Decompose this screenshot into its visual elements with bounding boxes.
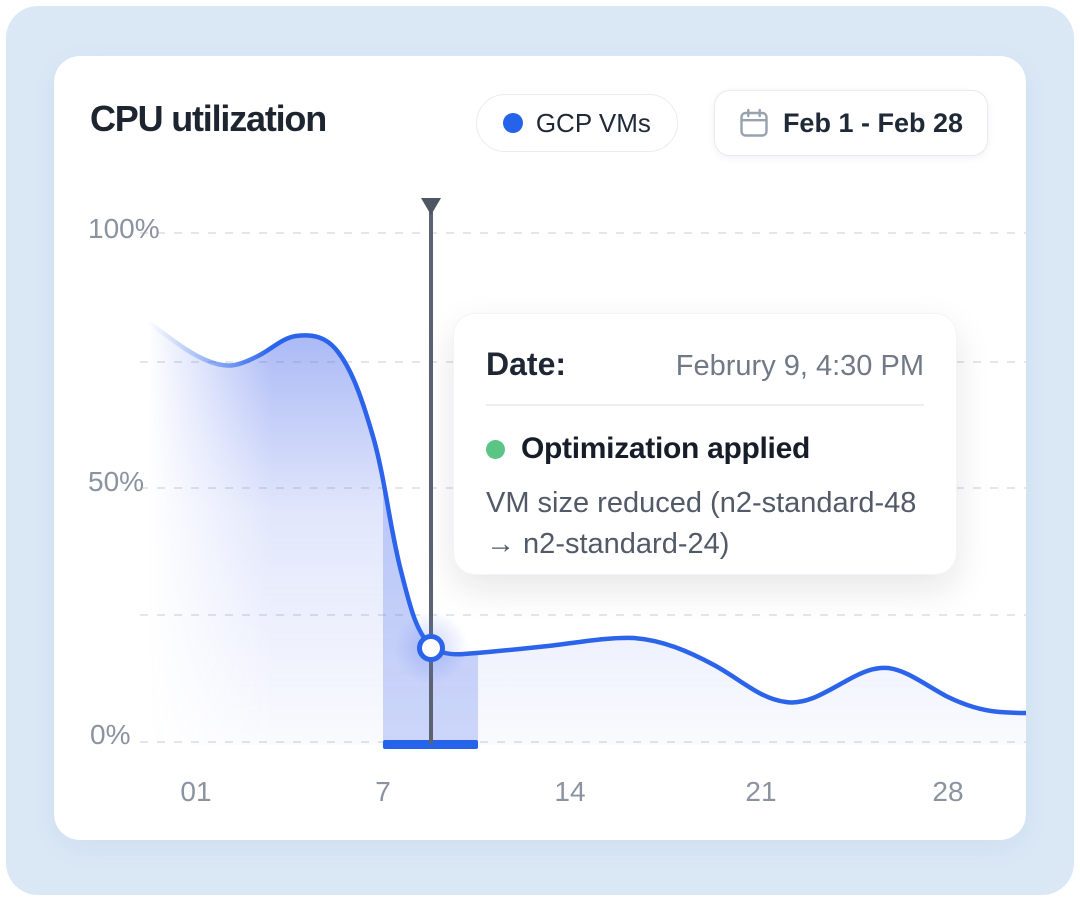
cpu-utilization-card: CPU utilization GCP VMs Feb 1 - Feb 28	[54, 56, 1026, 840]
tooltip-event-row: Optimization applied	[486, 432, 924, 466]
tooltip-date-value: Februry 9, 4:30 PM	[675, 350, 924, 382]
tooltip-date-label: Date:	[486, 346, 567, 382]
date-range-button[interactable]: Feb 1 - Feb 28	[713, 90, 988, 156]
tooltip-divider	[486, 404, 924, 406]
utilization-line	[145, 319, 1026, 716]
selection-bar	[383, 740, 478, 749]
event-status-dot-icon	[486, 439, 505, 459]
header-controls: GCP VMs Feb 1 - Feb 28	[475, 90, 988, 156]
date-range-label: Feb 1 - Feb 28	[782, 107, 963, 138]
x-axis-label-1: 01	[180, 776, 211, 807]
calendar-icon	[740, 108, 768, 137]
marker-handle[interactable]	[417, 634, 445, 662]
legend-label: GCP VMs	[535, 107, 651, 138]
x-axis-label-21: 21	[745, 776, 776, 807]
legend-pill-gcp-vms[interactable]: GCP VMs	[475, 94, 678, 152]
y-axis-label-50: 50%	[88, 466, 144, 497]
page-title: CPU utilization	[90, 98, 327, 139]
x-axis-label-7: 7	[375, 776, 391, 807]
x-axis-label-28: 28	[932, 776, 963, 807]
tooltip-event-title: Optimization applied	[521, 432, 811, 465]
app-background: CPU utilization GCP VMs Feb 1 - Feb 28	[6, 6, 1074, 895]
chart-tooltip: Date: Februry 9, 4:30 PM Optimization ap…	[453, 313, 957, 575]
legend-dot-icon	[502, 113, 523, 133]
y-axis-label-0: 0%	[90, 719, 130, 750]
marker-triangle-icon	[421, 198, 441, 215]
x-axis-label-14: 14	[554, 776, 585, 807]
tooltip-date-row: Date: Februry 9, 4:30 PM	[486, 340, 924, 383]
y-axis-label-100: 100%	[88, 213, 160, 244]
tooltip-event-description: VM size reduced (n2-standard-48 → n2-sta…	[486, 487, 917, 561]
